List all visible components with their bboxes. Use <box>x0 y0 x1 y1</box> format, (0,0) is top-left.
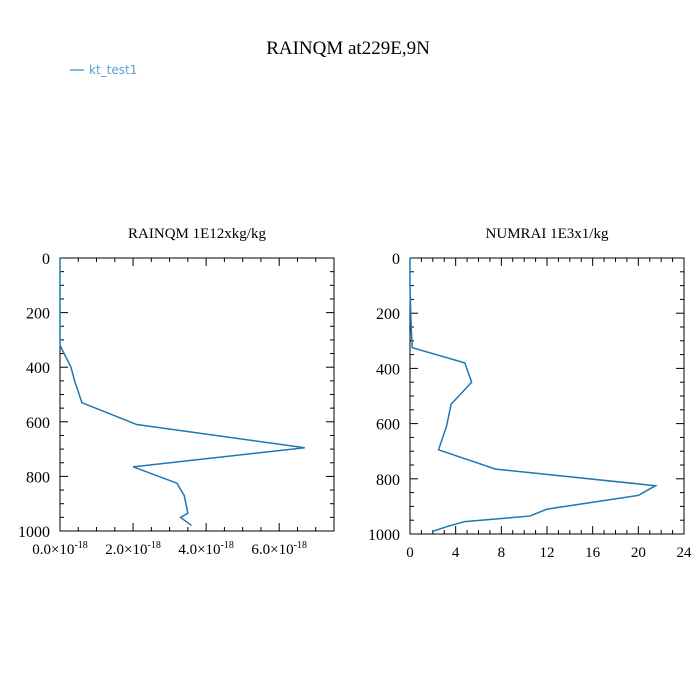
y-tick-label: 800 <box>376 472 400 489</box>
x-tick-label: 4.0×10-18 <box>178 540 234 558</box>
panel-rainqm: RAINQM 1E12xkg/kg020040060080010000.0×10… <box>18 226 335 558</box>
y-tick-label: 200 <box>26 306 50 323</box>
x-tick-exponent: -18 <box>221 540 234 551</box>
x-tick-exponent: -18 <box>294 540 307 551</box>
x-tick-times: ×10 <box>51 542 74 558</box>
x-tick-mantissa: 6.0 <box>251 542 270 558</box>
x-tick-times: ×10 <box>124 542 147 558</box>
legend: kt_test1 <box>70 63 137 77</box>
y-tick-label: 1000 <box>18 524 50 541</box>
x-tick-exponent: -18 <box>74 540 87 551</box>
y-tick-label: 600 <box>26 415 50 432</box>
x-tick-label: 8 <box>498 545 506 561</box>
x-tick-times: ×10 <box>197 542 220 558</box>
plot-frame <box>59 257 335 532</box>
y-tick-label: 1000 <box>368 527 400 544</box>
y-tick-label: 200 <box>376 306 400 323</box>
series-line-kt_test1 <box>409 258 658 532</box>
y-tick-label: 0 <box>392 251 400 268</box>
y-tick-label: 600 <box>376 417 400 434</box>
panel-title: RAINQM 1E12xkg/kg <box>128 226 266 242</box>
x-tick-label: 12 <box>540 545 555 561</box>
x-tick-label: 6.0×10-18 <box>251 540 307 558</box>
x-tick-label: 20 <box>631 545 646 561</box>
x-tick-label: 16 <box>585 545 601 561</box>
x-tick-mantissa: 4.0 <box>178 542 197 558</box>
x-tick-mantissa: 2.0 <box>105 542 124 558</box>
y-tick-label: 400 <box>376 361 400 378</box>
x-tick-times: ×10 <box>270 542 293 558</box>
y-tick-label: 0 <box>42 251 50 268</box>
x-tick-mantissa: 0.0 <box>32 542 51 558</box>
x-tick-label: 24 <box>677 545 693 561</box>
x-tick-label: 2.0×10-18 <box>105 540 161 558</box>
x-tick-label: 4 <box>452 545 460 561</box>
panel-numrai: NUMRAI 1E3x1/kg 0 200 400 600 800 1000 0 4 8 12 16 2… <box>368 226 692 561</box>
figure-title: RAINQM at229E,9N <box>266 38 430 59</box>
x-tick-label: 0 <box>406 545 414 561</box>
x-tick-label: 0.0×10-18 <box>32 540 88 558</box>
series-line-kt_test1 <box>59 258 305 527</box>
y-tick-label: 800 <box>26 469 50 486</box>
legend-label: kt_test1 <box>89 63 137 77</box>
y-tick-label: 400 <box>26 360 50 377</box>
x-tick-exponent: -18 <box>148 540 161 551</box>
panel-title: NUMRAI 1E3x1/kg <box>486 226 609 242</box>
